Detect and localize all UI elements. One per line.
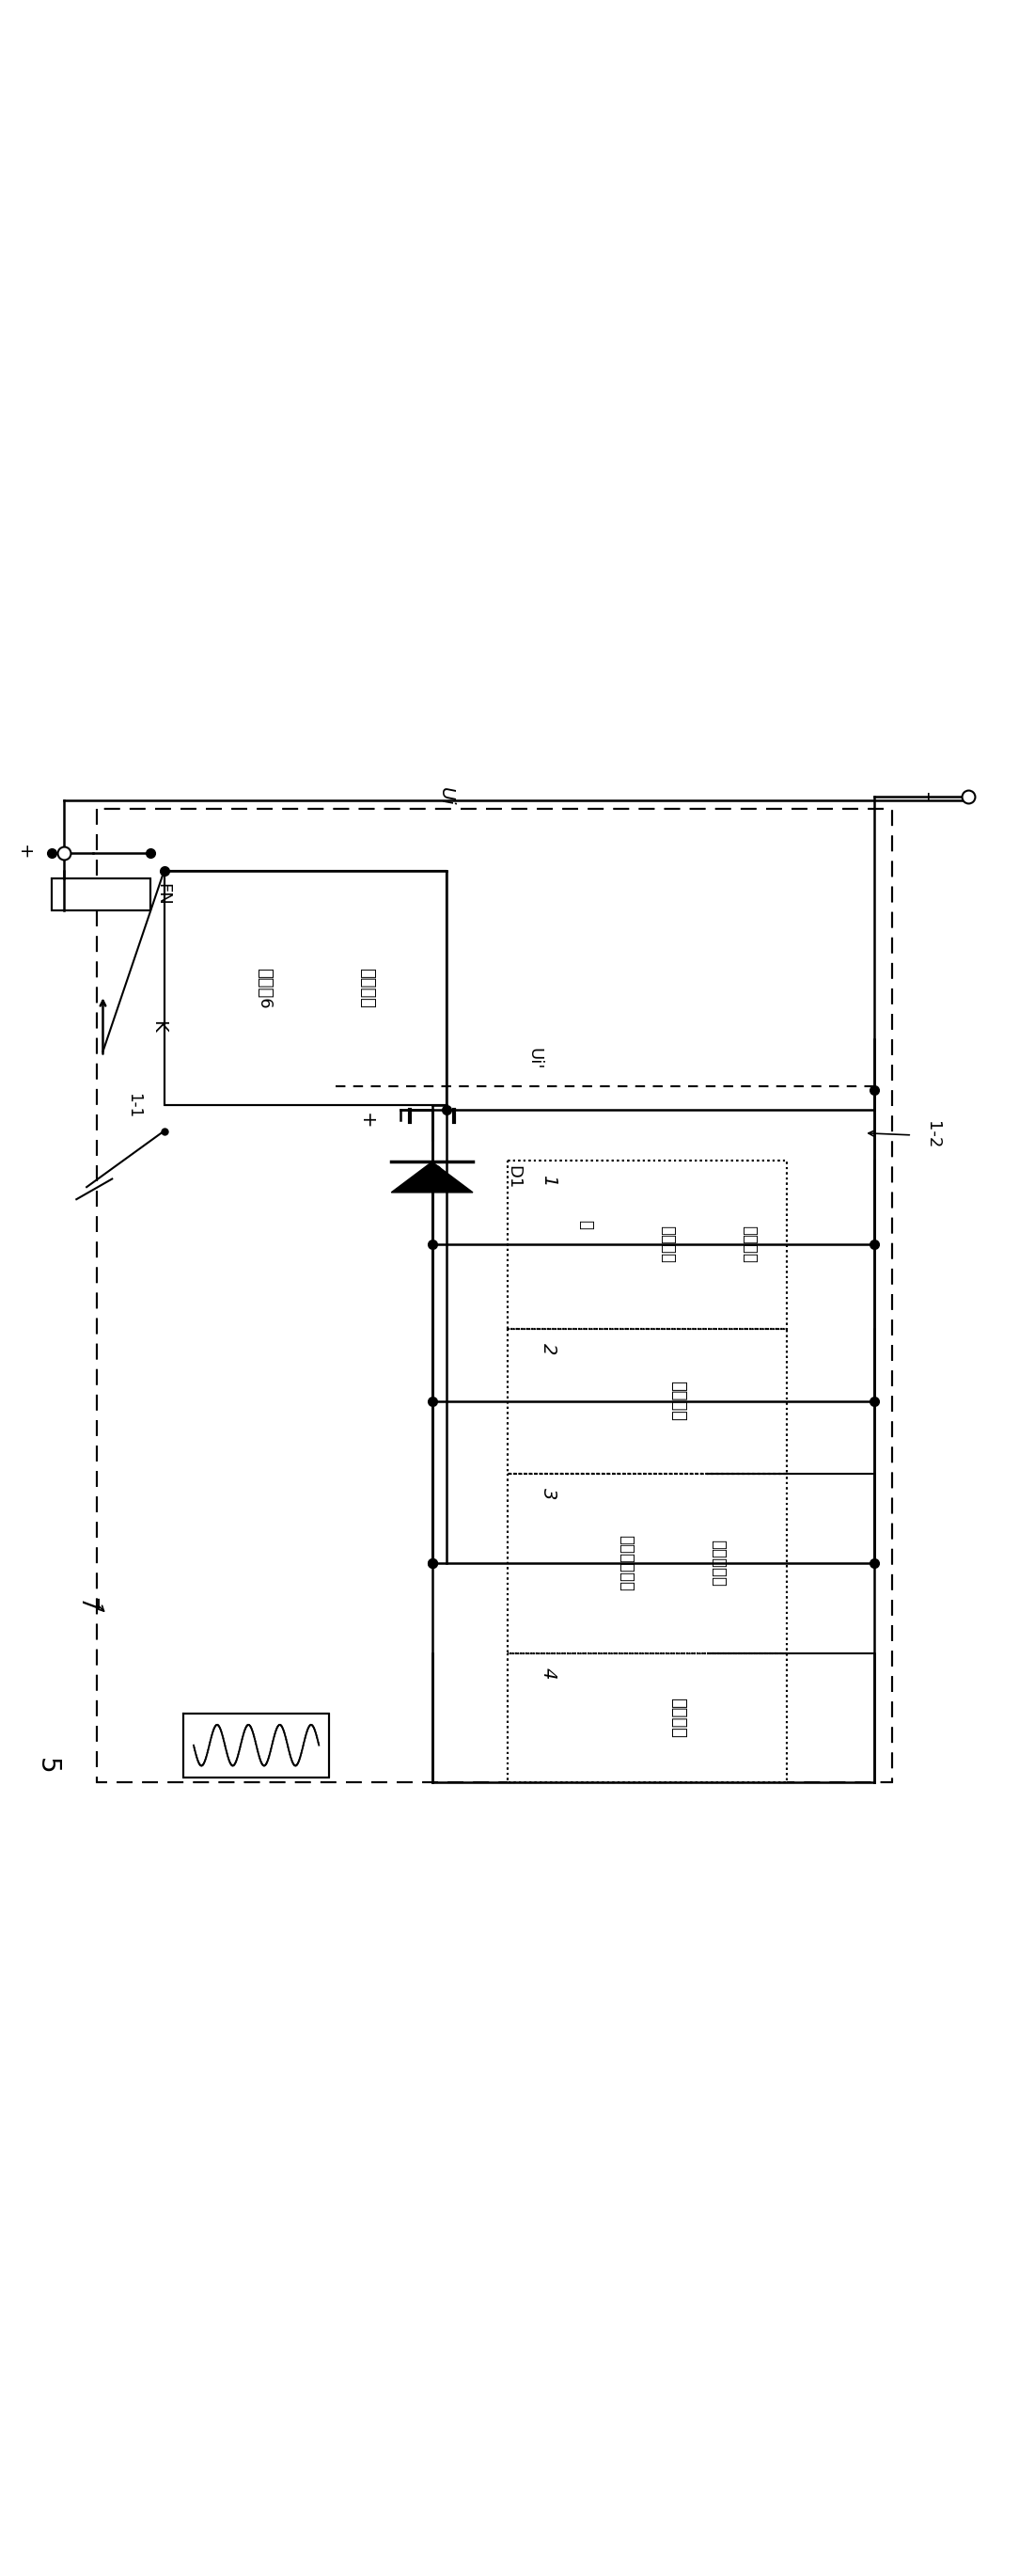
Text: –: –	[918, 791, 936, 801]
Text: 直流中间: 直流中间	[358, 969, 375, 1007]
Text: 7: 7	[75, 1597, 98, 1610]
Text: 漏间假负: 漏间假负	[741, 1226, 757, 1262]
Text: 4: 4	[539, 1667, 557, 1680]
Text: 5: 5	[34, 1757, 60, 1775]
Text: C0: C0	[424, 1164, 440, 1188]
Polygon shape	[183, 1713, 329, 1777]
Polygon shape	[52, 878, 151, 912]
Text: K: K	[150, 1020, 168, 1033]
Polygon shape	[507, 1162, 787, 1329]
Text: 继电器6: 继电器6	[256, 969, 273, 1010]
Polygon shape	[507, 1473, 787, 1654]
Text: 1-2: 1-2	[924, 1121, 941, 1149]
Text: +: +	[14, 845, 33, 860]
Polygon shape	[164, 871, 446, 1105]
Polygon shape	[507, 1329, 787, 1473]
Text: 1: 1	[539, 1175, 557, 1188]
Text: D1: D1	[505, 1164, 522, 1190]
Text: 载控制电: 载控制电	[659, 1226, 676, 1262]
Text: FN: FN	[154, 884, 171, 907]
Text: 电源电路: 电源电路	[669, 1381, 686, 1422]
Text: Ui: Ui	[437, 788, 455, 806]
Polygon shape	[507, 1654, 787, 1783]
Text: 3: 3	[539, 1489, 557, 1499]
Text: 2: 2	[539, 1342, 557, 1355]
Text: 脉冲形成电路: 脉冲形成电路	[619, 1535, 635, 1592]
Text: 1-1: 1-1	[125, 1092, 142, 1118]
Text: 路: 路	[578, 1218, 594, 1229]
Text: +: +	[357, 1113, 376, 1128]
Text: Ui': Ui'	[526, 1048, 542, 1069]
Polygon shape	[391, 1162, 473, 1193]
Text: 驱动电路: 驱动电路	[669, 1698, 686, 1739]
Polygon shape	[97, 809, 892, 1783]
Text: 电压检测及: 电压检测及	[710, 1540, 727, 1587]
